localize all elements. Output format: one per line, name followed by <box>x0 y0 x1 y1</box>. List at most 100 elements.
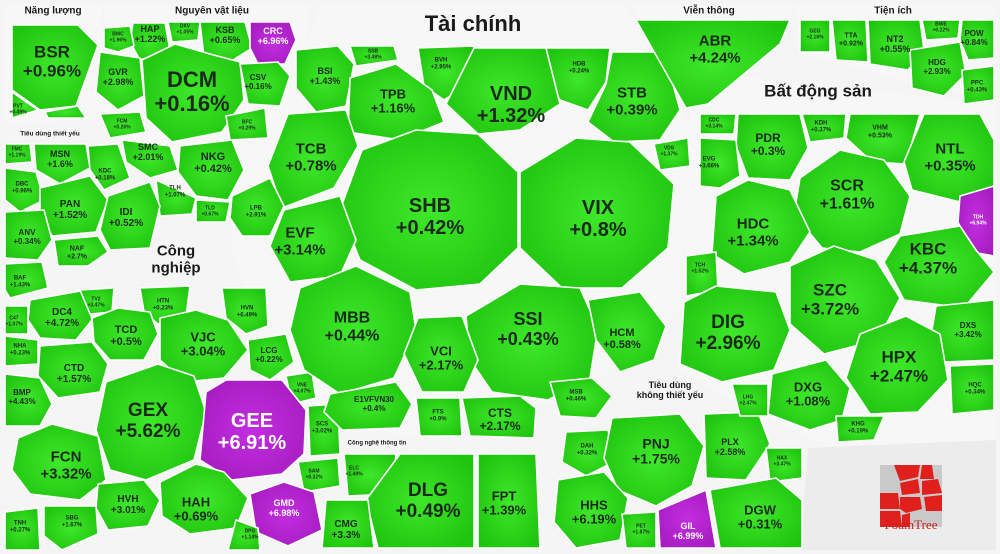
stock-cell-cts[interactable] <box>461 395 537 439</box>
stock-cell-msb[interactable] <box>549 377 613 419</box>
stock-cell-mbb[interactable] <box>289 265 417 395</box>
stock-cell-kbc[interactable] <box>883 225 995 309</box>
stock-cell-dpg[interactable] <box>227 519 261 551</box>
stock-cell-cmg[interactable] <box>321 499 375 549</box>
stock-cell-vds[interactable] <box>653 137 691 171</box>
stock-cell-smc[interactable] <box>121 139 179 179</box>
stock-cell-fcm[interactable] <box>99 111 147 139</box>
stock-cell-tld[interactable] <box>195 199 231 223</box>
stock-cell-hah[interactable] <box>159 463 249 535</box>
stock-cell-hvn[interactable] <box>221 287 269 335</box>
stock-cell-tcb[interactable] <box>267 109 359 209</box>
stock-cell-fmc[interactable] <box>4 143 33 165</box>
stock-cell-abr[interactable] <box>635 19 791 109</box>
stock-cell-kdh[interactable] <box>801 113 847 143</box>
stock-cell-gmd[interactable] <box>249 481 323 547</box>
stock-cell-dlg[interactable] <box>365 453 475 549</box>
stock-cell-kdc[interactable] <box>87 143 131 191</box>
group-title-cong-nghiep-line1: Công <box>156 242 196 260</box>
stock-cell-c47[interactable] <box>4 305 29 335</box>
stock-cell-e1vfvn30[interactable] <box>323 381 413 431</box>
group-title-tai-chinh: Tài chính <box>424 10 522 36</box>
stock-cell-sbg[interactable] <box>43 505 99 551</box>
stock-cell-vci[interactable] <box>403 315 479 393</box>
stock-cell-dbc[interactable] <box>4 167 45 213</box>
stock-cell-gee[interactable] <box>199 379 307 481</box>
stock-cell-bfc[interactable] <box>225 107 269 141</box>
group-title-nang-luong: Năng lượng <box>24 5 82 17</box>
group-title-cong-nghiep-line2: nghiệp <box>151 259 201 276</box>
stock-cell-khg[interactable] <box>835 415 885 443</box>
stock-cell-idi[interactable] <box>99 181 161 251</box>
stock-cell-vix[interactable] <box>519 137 675 289</box>
stock-cell[interactable] <box>44 105 87 119</box>
group-title-cong-nghe-thong-tin: Công nghệ thông tin <box>347 440 407 447</box>
stock-cell-fpt[interactable] <box>477 453 541 549</box>
stock-cell-ctd[interactable] <box>37 341 109 399</box>
stock-cell-crc[interactable] <box>249 21 297 65</box>
stock-cell-tnh[interactable] <box>4 507 41 551</box>
stock-cell-bwe[interactable] <box>921 19 961 41</box>
stock-cell-bsi[interactable] <box>295 45 355 113</box>
group-title-tdktx-line2: không thiết yếu <box>636 390 704 400</box>
stock-cell-bmp[interactable] <box>4 373 53 427</box>
stock-cell-baf[interactable] <box>4 261 49 299</box>
stock-cell-hdg[interactable] <box>909 41 967 97</box>
stock-cell-pow[interactable] <box>959 19 995 61</box>
stock-cell-fcn[interactable] <box>11 423 107 501</box>
stock-cell-dxv[interactable] <box>167 21 201 43</box>
stock-cell-hdc[interactable] <box>711 179 811 275</box>
stock-cell-vnd[interactable] <box>445 47 561 135</box>
stock-cell-evg[interactable] <box>699 137 741 189</box>
stock-cell-dgw[interactable] <box>709 477 803 549</box>
stock-cell-cdc[interactable] <box>699 113 737 135</box>
stock-cell-csv[interactable] <box>239 61 291 107</box>
foamtree-logo-icon <box>880 465 942 527</box>
group-title-bat-dong-san: Bất động sản <box>764 81 872 101</box>
stock-cell-hhs[interactable] <box>553 471 629 549</box>
stock-cell-hvh[interactable] <box>95 479 161 531</box>
stock-cell-dig[interactable] <box>679 285 791 383</box>
stock-cell-naf[interactable] <box>53 235 109 267</box>
stock-cell-vjc[interactable] <box>159 309 249 383</box>
stock-cell-dah[interactable] <box>561 429 615 477</box>
stock-cell-pan[interactable] <box>39 175 109 237</box>
stock-cell-tta[interactable] <box>831 19 869 63</box>
stock-cell-ppc[interactable] <box>961 65 995 105</box>
stock-cell-bmc[interactable] <box>103 25 135 53</box>
group-title-nguyen-vat-lieu: Nguyên vật liệu <box>175 5 249 17</box>
stock-cell-vhm[interactable] <box>845 113 921 165</box>
stock-cell-hax[interactable] <box>765 447 803 483</box>
stock-cell-gil[interactable] <box>657 489 717 549</box>
stock-cell-lhg[interactable] <box>731 383 769 417</box>
stock-cell-ssb[interactable] <box>349 45 399 67</box>
foamtree-logo-text: FoamTree <box>884 517 938 532</box>
stock-cell-gex[interactable] <box>95 363 207 481</box>
stock-cell-pet[interactable] <box>621 511 657 549</box>
stock-cell-hpx[interactable] <box>845 315 949 415</box>
stock-cell-geg[interactable] <box>799 19 831 53</box>
group-title-tien-ich: Tiện ích <box>874 5 912 17</box>
stock-cell-tcd[interactable] <box>91 307 159 361</box>
stock-cell-fts[interactable] <box>415 397 463 437</box>
stock-cell-sam[interactable] <box>297 457 341 493</box>
stock-cell-anv[interactable] <box>4 209 53 261</box>
group-title-vien-thong: Viễn thông <box>683 5 735 17</box>
stock-cell-dxs[interactable] <box>931 299 995 363</box>
stock-cell-lpb[interactable] <box>229 177 285 237</box>
stock-cell-pvt[interactable] <box>11 91 39 119</box>
stock-cell-dcm[interactable] <box>141 43 245 143</box>
stock-cell-nha[interactable] <box>4 335 39 367</box>
stock-cell-msn[interactable] <box>33 143 91 185</box>
stock-cell-hqc[interactable] <box>949 363 995 415</box>
stock-cell-lcg[interactable] <box>247 333 295 381</box>
stock-cell-szc[interactable] <box>789 245 901 355</box>
stock-cell-pnj[interactable] <box>603 413 705 507</box>
stock-cell-hcm[interactable] <box>587 291 667 373</box>
stock-cell-nkg[interactable] <box>177 139 245 201</box>
stock-cell-gvr[interactable] <box>95 51 145 111</box>
group-title-tieu-dung-khong-thiet-yeu: Tiêu dùng không thiết yếu <box>636 380 704 401</box>
stock-cell-plx[interactable] <box>703 411 771 481</box>
